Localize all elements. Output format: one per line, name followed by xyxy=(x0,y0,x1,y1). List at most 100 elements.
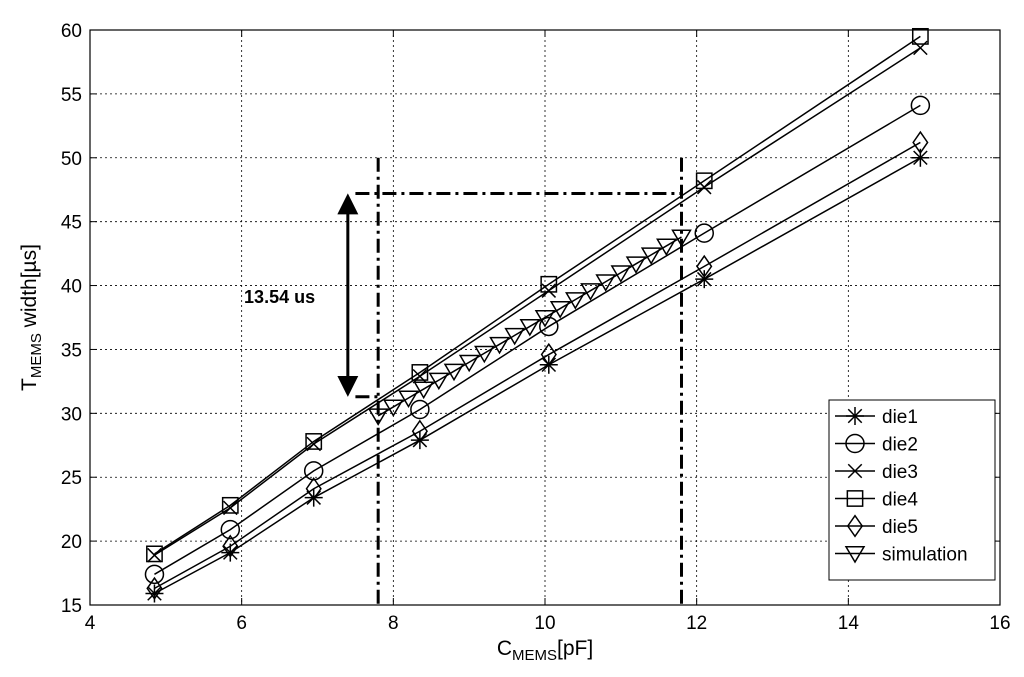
legend-label: die1 xyxy=(882,407,918,428)
series-line-die1 xyxy=(154,157,921,595)
data-point xyxy=(458,354,480,373)
legend-item-die2: die2 xyxy=(835,433,918,456)
data-point xyxy=(911,27,929,45)
legend-item-die4: die4 xyxy=(835,490,918,511)
legend-label: die3 xyxy=(882,462,918,483)
data-point xyxy=(539,316,559,337)
series-simulation xyxy=(367,229,692,426)
legend-item-die1: die1 xyxy=(835,407,918,428)
data-point xyxy=(220,519,241,540)
data-point xyxy=(411,419,428,443)
data-point xyxy=(383,399,404,417)
data-point xyxy=(694,223,714,243)
data-point xyxy=(912,130,929,155)
data-point xyxy=(410,399,430,420)
legend-item-die5: die5 xyxy=(835,514,918,538)
series-die2 xyxy=(144,95,931,585)
data-point xyxy=(304,488,323,507)
data-point xyxy=(541,283,557,298)
series-die4 xyxy=(146,27,929,563)
data-point xyxy=(540,275,558,293)
data-point xyxy=(844,546,866,564)
data-point xyxy=(221,496,239,514)
legend-label: simulation xyxy=(882,545,968,566)
legend: die1 die2 die3 die4 die5 simulation xyxy=(828,399,996,581)
data-point xyxy=(695,270,714,289)
data-point xyxy=(610,265,632,283)
x-tick-label: 10 xyxy=(534,613,555,634)
data-point xyxy=(656,238,677,256)
data-point xyxy=(846,407,864,425)
data-point xyxy=(367,408,389,426)
data-point xyxy=(222,534,239,558)
y-tick-label: 60 xyxy=(61,21,82,42)
y-tick-label: 25 xyxy=(61,468,82,489)
data-point xyxy=(519,318,541,337)
data-point xyxy=(413,381,434,400)
data-point xyxy=(144,564,165,585)
data-point xyxy=(565,292,586,310)
data-point xyxy=(443,363,465,382)
y-tick-label: 55 xyxy=(61,85,82,106)
data-point xyxy=(305,433,323,450)
y-tick-label: 15 xyxy=(61,596,82,617)
series-line-die2 xyxy=(154,104,921,575)
data-point xyxy=(549,301,571,319)
data-point xyxy=(540,342,557,367)
legend-box xyxy=(828,399,996,581)
data-point xyxy=(146,545,163,563)
data-point xyxy=(489,336,510,355)
series-die3 xyxy=(147,40,928,563)
y-tick-label: 20 xyxy=(61,532,82,553)
series-line-simulation xyxy=(377,236,682,417)
x-axis-label: CMEMS[pF] xyxy=(497,637,593,664)
data-point xyxy=(428,372,450,391)
data-point xyxy=(595,274,616,292)
data-point xyxy=(534,310,556,328)
data-point xyxy=(696,179,712,195)
y-tick-label: 50 xyxy=(61,149,82,170)
y-tick-label: 45 xyxy=(61,213,82,234)
legend-label: die4 xyxy=(882,490,918,511)
data-point xyxy=(398,390,419,409)
data-point xyxy=(504,327,525,346)
legend-label: die2 xyxy=(882,435,918,456)
legend-label: die5 xyxy=(882,517,918,538)
series-die5 xyxy=(146,130,929,601)
data-point xyxy=(911,148,930,167)
annotations: 13.54 us xyxy=(244,157,683,605)
legend-item-die3: die3 xyxy=(835,462,918,483)
data-point xyxy=(303,461,324,481)
series-layer xyxy=(144,27,931,603)
x-tick-label: 16 xyxy=(989,613,1010,634)
series-line-die5 xyxy=(154,141,921,590)
data-point xyxy=(411,364,429,381)
difference-label: 13.54 us xyxy=(244,287,315,307)
y-tick-label: 40 xyxy=(61,277,82,298)
series-die1 xyxy=(145,148,930,603)
data-point xyxy=(696,254,713,279)
x-tick-label: 12 xyxy=(686,613,707,634)
x-tick-label: 6 xyxy=(236,613,247,634)
data-point xyxy=(625,256,647,274)
x-tick-label: 8 xyxy=(388,613,399,634)
series-line-die4 xyxy=(154,35,921,555)
data-point xyxy=(671,229,692,248)
y-axis-label: TMEMS width[µs] xyxy=(18,244,45,391)
data-point xyxy=(846,514,864,538)
data-point xyxy=(695,172,713,190)
x-tick-label: 4 xyxy=(85,613,96,634)
data-point xyxy=(640,247,662,265)
data-point xyxy=(305,477,322,501)
y-tick-label: 30 xyxy=(61,404,82,425)
data-point xyxy=(846,490,864,507)
legend-item-simulation: simulation xyxy=(835,545,968,566)
data-point xyxy=(845,433,865,454)
data-point xyxy=(474,345,495,364)
data-point xyxy=(146,576,163,601)
tick-labels: 4 6 8 10 12 14 16 15 20 25 30 35 40 45 50 55 60 xyxy=(61,21,1011,634)
data-point xyxy=(580,283,601,301)
data-point xyxy=(910,95,931,116)
data-point xyxy=(913,40,928,56)
